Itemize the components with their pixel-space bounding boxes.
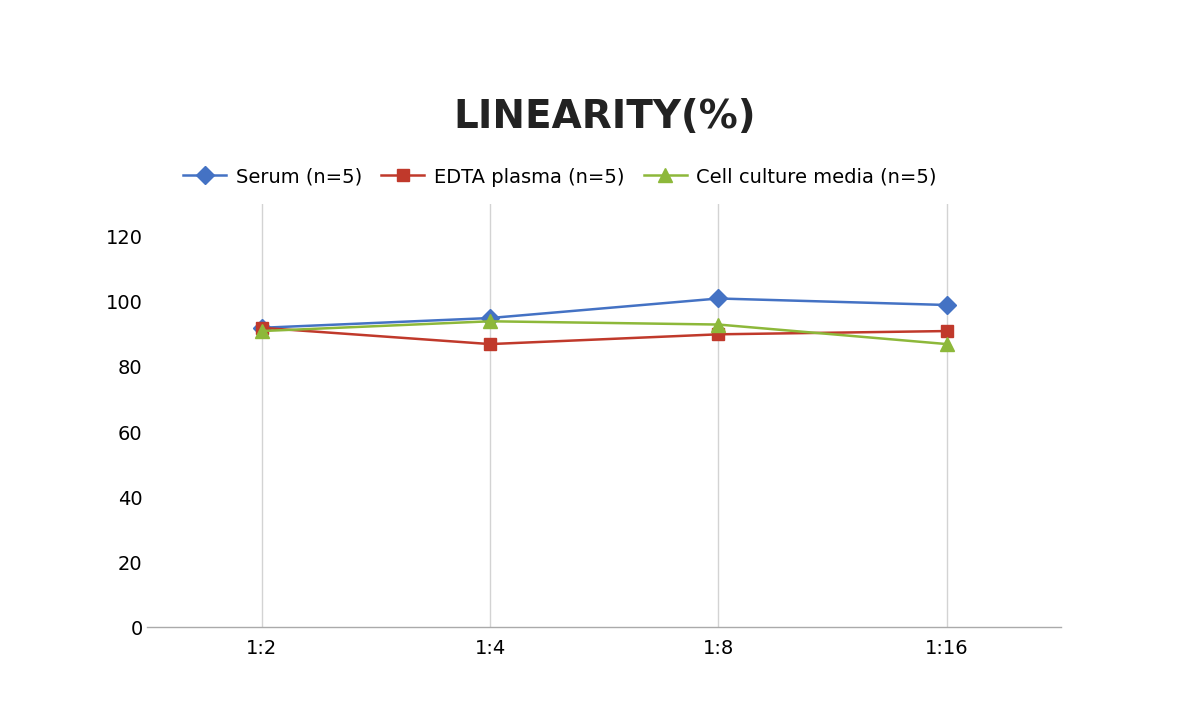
Legend: Serum (n=5), EDTA plasma (n=5), Cell culture media (n=5): Serum (n=5), EDTA plasma (n=5), Cell cul… <box>176 159 944 195</box>
EDTA plasma (n=5) <box>255 324 269 332</box>
EDTA plasma (n=5) <box>711 330 725 338</box>
Text: LINEARITY(%): LINEARITY(%) <box>453 98 756 136</box>
Cell culture media (n=5) <box>483 317 498 326</box>
Line: Cell culture media (n=5): Cell culture media (n=5) <box>255 314 954 351</box>
Serum (n=5) <box>711 294 725 302</box>
Line: EDTA plasma (n=5): EDTA plasma (n=5) <box>256 321 953 350</box>
Serum (n=5) <box>483 314 498 322</box>
Cell culture media (n=5) <box>940 340 954 348</box>
Serum (n=5) <box>255 324 269 332</box>
Serum (n=5) <box>940 301 954 309</box>
Line: Serum (n=5): Serum (n=5) <box>256 293 953 334</box>
Cell culture media (n=5) <box>255 327 269 336</box>
EDTA plasma (n=5) <box>940 327 954 336</box>
EDTA plasma (n=5) <box>483 340 498 348</box>
Cell culture media (n=5) <box>711 320 725 329</box>
